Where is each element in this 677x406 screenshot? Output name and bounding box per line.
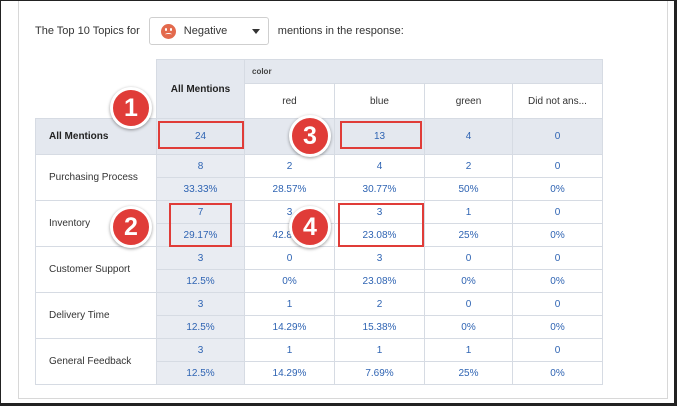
annotation-badge-4: 4 <box>289 206 331 248</box>
table-cell-count[interactable]: 0 <box>512 200 603 224</box>
table-cell-count[interactable]: 0 <box>512 338 603 362</box>
table-cell-percent[interactable]: 0% <box>512 269 603 293</box>
highlight-all-mentions-blue <box>340 121 422 149</box>
sentiment-dropdown-value: Negative <box>183 25 228 37</box>
table-cell-count[interactable]: 2 <box>244 154 335 178</box>
column-header-did-not-answer[interactable]: Did not ans... <box>512 83 603 119</box>
table-cell-count[interactable]: 3 <box>156 338 245 362</box>
table-cell-count[interactable]: 4 <box>334 154 425 178</box>
sentiment-dropdown[interactable]: Negative <box>148 17 269 45</box>
table-cell-count[interactable]: 3 <box>156 246 245 270</box>
header-suffix: mentions in the response: <box>277 25 404 37</box>
table-cell-count[interactable]: 1 <box>424 338 513 362</box>
row-label-general-feedback: General Feedback <box>35 338 157 385</box>
table-cell-percent[interactable]: 12.5% <box>156 361 245 385</box>
all-mentions-column-header: All Mentions <box>156 59 245 119</box>
table-cell-percent[interactable]: 0% <box>512 223 603 247</box>
table-cell-percent[interactable]: 30.77% <box>334 177 425 201</box>
topics-header: The Top 10 Topics for Negative mentions … <box>35 17 404 45</box>
row-label-purchasing-process: Purchasing Process <box>35 154 157 201</box>
table-cell-percent[interactable]: 14.29% <box>244 315 335 339</box>
table-cell-count[interactable]: 1 <box>244 338 335 362</box>
column-header-green[interactable]: green <box>424 83 513 119</box>
column-header-blue[interactable]: blue <box>334 83 425 119</box>
table-cell-count[interactable]: 0 <box>424 292 513 316</box>
table-cell-count[interactable]: 1 <box>424 200 513 224</box>
table-cell-percent[interactable]: 0% <box>424 315 513 339</box>
table-cell-percent[interactable]: 23.08% <box>334 223 425 247</box>
column-header-red[interactable]: red <box>244 83 335 119</box>
table-cell-percent[interactable]: 50% <box>424 177 513 201</box>
table-cell-percent[interactable]: 33.33% <box>156 177 245 201</box>
all-mentions-did-not-answer[interactable]: 0 <box>512 118 603 155</box>
table-cell-percent[interactable]: 15.38% <box>334 315 425 339</box>
highlight-inventory-blue <box>338 203 424 247</box>
table-cell-percent[interactable]: 12.5% <box>156 315 245 339</box>
header-prefix: The Top 10 Topics for <box>35 25 140 37</box>
table-cell-percent[interactable]: 0% <box>424 269 513 293</box>
table-cell-percent[interactable]: 12.5% <box>156 269 245 293</box>
table-cell-count[interactable]: 3 <box>156 292 245 316</box>
table-cell-percent[interactable]: 25% <box>424 223 513 247</box>
table-cell-count[interactable]: 1 <box>334 338 425 362</box>
table-cell-percent[interactable]: 0% <box>512 177 603 201</box>
topics-crosstab-table: All Mentions color red blue green Did no… <box>35 59 603 385</box>
table-cell-percent[interactable]: 23.08% <box>334 269 425 293</box>
table-cell-count[interactable]: 2 <box>424 154 513 178</box>
table-cell-count[interactable]: 0 <box>512 154 603 178</box>
table-cell-count[interactable]: 0 <box>424 246 513 270</box>
highlight-inventory-total <box>169 203 232 247</box>
table-cell-count[interactable]: 8 <box>156 154 245 178</box>
table-cell-count[interactable]: 0 <box>244 246 335 270</box>
panel-border <box>18 1 668 399</box>
table-cell-percent[interactable]: 0% <box>244 269 335 293</box>
table-cell-count[interactable]: 0 <box>512 292 603 316</box>
annotation-badge-1: 1 <box>110 87 152 129</box>
sad-face-icon <box>160 23 176 39</box>
table-cell-count[interactable]: 3 <box>334 246 425 270</box>
annotation-badge-2: 2 <box>110 206 152 248</box>
table-cell-percent[interactable]: 0% <box>512 361 603 385</box>
table-cell-count[interactable]: 0 <box>512 246 603 270</box>
table-cell-percent[interactable]: 0% <box>512 315 603 339</box>
table-cell-percent[interactable]: 14.29% <box>244 361 335 385</box>
all-mentions-green[interactable]: 4 <box>424 118 513 155</box>
row-label-customer-support: Customer Support <box>35 246 157 293</box>
annotation-badge-3: 3 <box>289 115 331 157</box>
table-cell-percent[interactable]: 25% <box>424 361 513 385</box>
chevron-down-icon <box>251 28 260 34</box>
table-cell-count[interactable]: 1 <box>244 292 335 316</box>
row-label-delivery-time: Delivery Time <box>35 292 157 339</box>
table-cell-percent[interactable]: 7.69% <box>334 361 425 385</box>
highlight-all-mentions-total <box>158 121 244 149</box>
color-group-header: color <box>244 59 603 84</box>
table-cell-percent[interactable]: 28.57% <box>244 177 335 201</box>
table-cell-count[interactable]: 2 <box>334 292 425 316</box>
